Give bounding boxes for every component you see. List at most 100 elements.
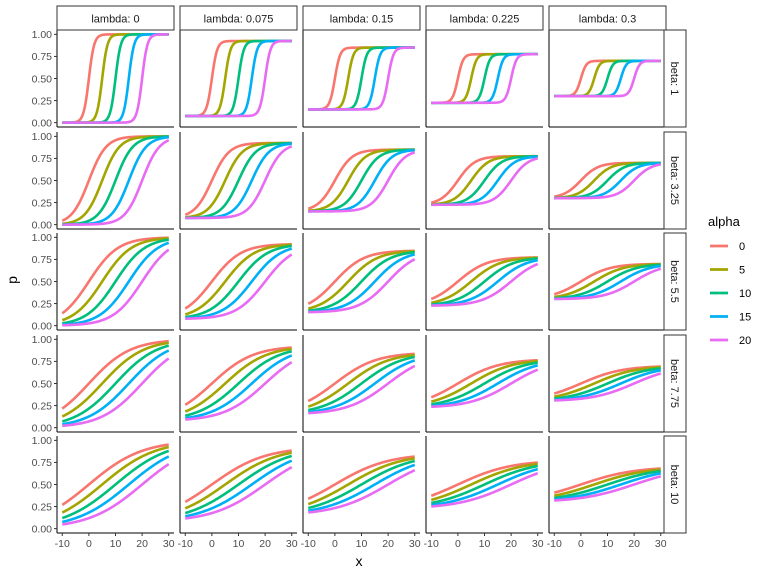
series-line-alpha-5 [184,451,293,510]
series-line-alpha-0 [430,461,539,497]
panel-r1-c4 [548,132,666,230]
panel-r2-c4 [548,233,666,331]
y-tick-label: 0.00 [32,523,53,535]
row-strip-label-1: beta: 3.25 [668,156,680,205]
row-strip-4 [663,435,687,534]
y-tick-label: 1.00 [32,334,53,346]
series-line-alpha-15 [430,467,539,507]
series-line-alpha-15 [430,364,539,408]
series-line-alpha-10 [307,250,416,313]
panel-r4-c0 [56,436,174,534]
x-tick-label: 30 [532,538,544,550]
y-tick-label: 0.00 [32,320,53,332]
panel-r1-c1 [179,132,297,230]
series-line-alpha-0 [184,243,293,310]
panel-r4-c2 [302,436,420,534]
y-tick-label: 0.25 [32,400,53,412]
y-tick-label: 1.00 [32,435,53,447]
series-line-alpha-20 [553,163,662,200]
series-line-alpha-15 [61,455,170,524]
series-line-alpha-20 [307,151,416,213]
series-line-alpha-5 [184,347,293,413]
series-line-alpha-0 [307,455,416,500]
legend-label-5: 5 [739,265,745,277]
series-line-alpha-5 [61,236,170,322]
series-line-alpha-5 [307,353,416,408]
series-line-alpha-20 [184,466,293,520]
col-strip-label-3: lambda: 0.225 [450,14,520,26]
series-line-alpha-15 [61,241,170,327]
series-line-alpha-5 [307,249,416,310]
x-tick-label: 0 [455,538,461,550]
panel-r4-c4 [548,436,666,534]
series-line-alpha-5 [553,365,662,398]
series-line-alpha-15 [307,359,416,414]
y-tick-label: 0.25 [32,298,53,310]
panel-r0-c1 [179,30,297,128]
col-strip-label-4: lambda: 0.3 [579,14,636,26]
facet-panels [56,30,666,534]
series-line-alpha-15 [553,369,662,402]
x-tick-label: 10 [356,538,368,550]
panel-r1-c0 [56,132,174,230]
series-line-alpha-5 [430,359,539,403]
series-line-alpha-20 [430,368,539,409]
series-line-alpha-10 [61,449,170,520]
x-tick-label: -10 [55,538,70,550]
series-line-alpha-20 [430,262,539,307]
series-line-alpha-20 [430,52,539,105]
x-tick-label: 0 [332,538,338,550]
series-line-alpha-20 [553,372,662,402]
panel-r4-c1 [179,436,297,534]
col-strip-0 [56,5,175,31]
series-line-alpha-10 [553,367,662,400]
series-line-alpha-10 [61,238,170,325]
x-tick-label: 20 [382,538,394,550]
panel-r3-c2 [302,335,420,433]
series-line-alpha-5 [553,468,662,497]
series-line-alpha-20 [553,475,662,502]
series-line-alpha-10 [184,350,293,417]
x-tick-label: 20 [505,538,517,550]
x-tick-label: 30 [286,538,298,550]
series-line-alpha-15 [553,472,662,501]
series-line-alpha-0 [61,236,170,315]
panel-r2-c3 [425,233,543,331]
y-tick-label: 0.00 [32,117,53,129]
panel-r3-c3 [425,335,543,433]
panel-r0-c0 [56,30,174,128]
y-axis-label: p [4,276,20,284]
series-line-alpha-10 [184,454,293,515]
series-line-alpha-20 [184,39,293,118]
legend-title: alpha [708,214,741,229]
series-line-alpha-10 [307,459,416,510]
series-line-alpha-20 [430,157,539,207]
panel-r1-c3 [425,132,543,230]
row-strip-0 [663,29,687,128]
series-line-alpha-20 [61,248,170,327]
y-tick-label: 0.50 [32,175,53,187]
x-tick-label: 10 [602,538,614,550]
series-line-alpha-0 [61,339,170,410]
panel-r1-c2 [302,132,420,230]
y-tick-label: 0.75 [32,457,53,469]
row-strip-label-4: beta: 10 [668,465,680,505]
x-tick-label: 20 [628,538,640,550]
y-tick-label: 0.50 [32,73,53,85]
series-line-alpha-20 [61,139,170,226]
series-line-alpha-5 [61,445,170,514]
col-strip-label-2: lambda: 0.15 [330,14,394,26]
row-strip-label-3: beta: 7.75 [668,359,680,408]
y-tick-label: 1.00 [32,232,53,244]
series-line-alpha-20 [307,46,416,111]
y-tick-label: 0.25 [32,197,53,209]
y-tick-label: 0.25 [32,501,53,513]
series-line-alpha-15 [184,459,293,518]
series-line-alpha-0 [184,346,293,406]
y-tick-label: 0.00 [32,219,53,231]
panel-r0-c2 [302,30,420,128]
panel-r2-c1 [179,233,297,331]
y-tick-label: 0.00 [32,422,53,434]
series-line-alpha-20 [307,364,416,415]
